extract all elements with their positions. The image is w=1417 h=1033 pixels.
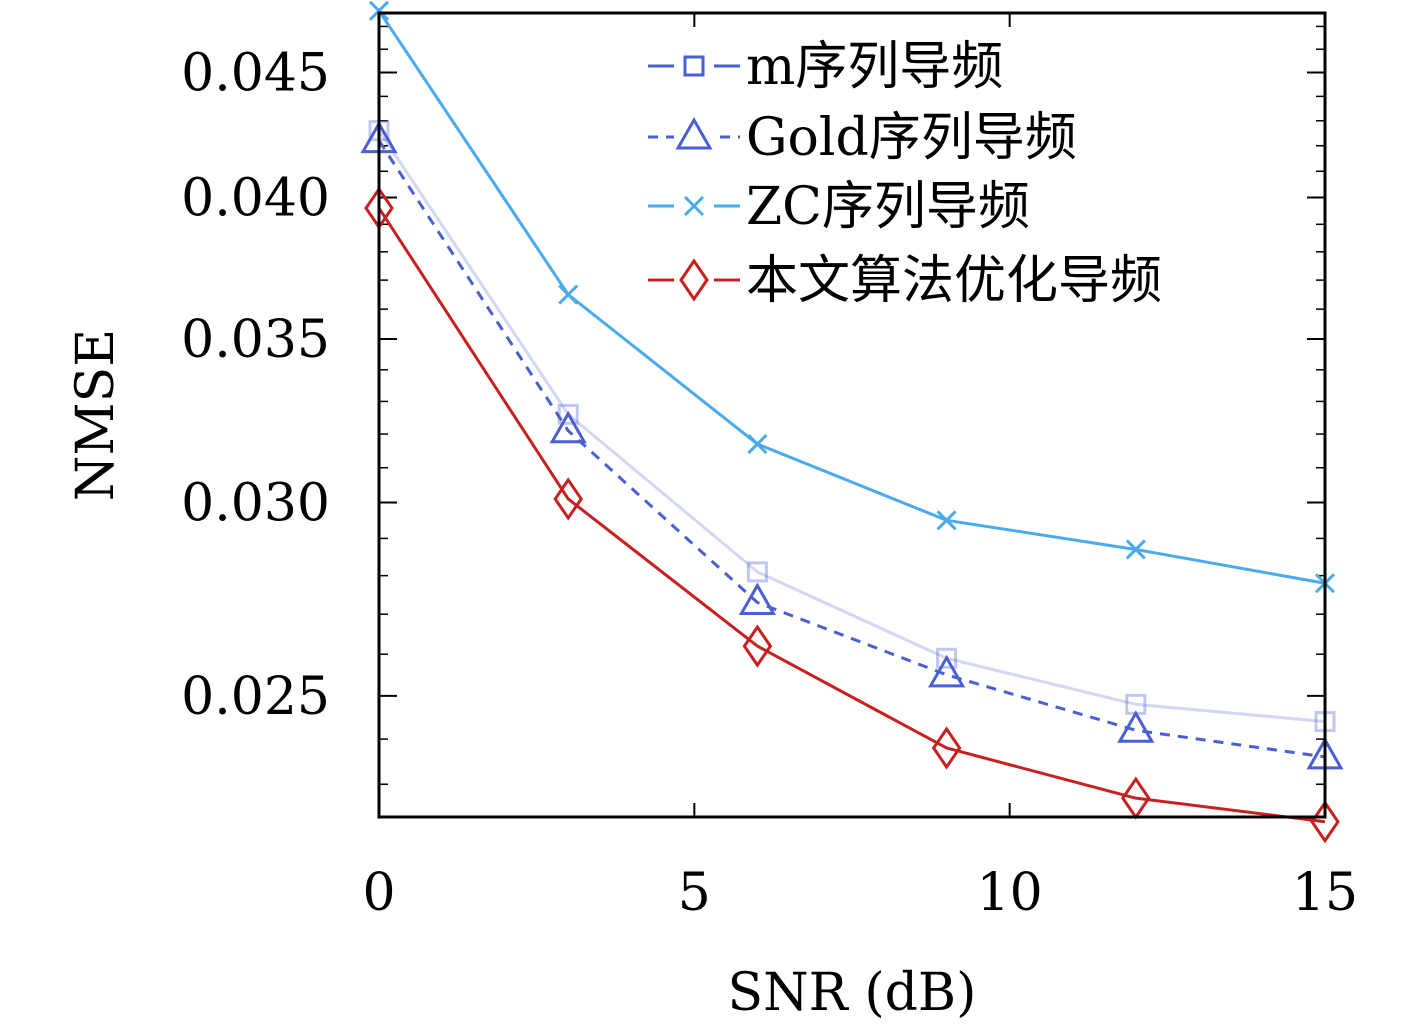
data-point-series-1: [738, 582, 776, 615]
x-tick-label: 0: [362, 863, 395, 923]
x-tick-label: 5: [678, 863, 711, 923]
y-axis-label: NMSE: [66, 329, 126, 501]
legend-label-3: 本文算法优化导频: [746, 251, 1162, 311]
series-line-2: [377, 9, 1326, 585]
series-line-3: [377, 207, 1326, 824]
data-point-series-3: [742, 624, 773, 668]
legend-marker-1: [675, 116, 713, 150]
x-tick-label: 10: [977, 863, 1043, 923]
data-point-series-1: [549, 410, 587, 444]
data-point-series-2: [747, 433, 768, 455]
data-point-series-3: [1310, 800, 1340, 844]
legend-label-2: ZC序列导频: [746, 177, 1030, 237]
legend-label-0: m序列导频: [746, 37, 1003, 97]
data-point-series-2: [558, 284, 579, 305]
y-tick-label: 0.035: [181, 310, 330, 370]
legend-label-1: Gold序列导频: [746, 108, 1077, 168]
legend-marker-bg: [674, 44, 714, 88]
series-line-0: [377, 129, 1326, 724]
y-tick-label: 0.030: [181, 473, 330, 533]
legend-marker-3: [679, 258, 709, 302]
series-line-1: [377, 139, 1326, 759]
data-point-series-3: [931, 726, 962, 770]
data-point-series-2: [936, 510, 957, 531]
y-tick-label: 0.045: [181, 44, 330, 104]
data-point-series-1: [1117, 710, 1155, 743]
y-tick-label: 0.025: [181, 667, 330, 727]
legend-marker-0: [683, 55, 705, 77]
x-tick-label: 15: [1292, 863, 1358, 923]
data-point-series-0: [746, 561, 768, 583]
data-point-series-2: [368, 0, 390, 21]
data-point-series-0: [557, 403, 579, 425]
y-tick-label: 0.040: [181, 168, 330, 228]
data-point-series-2: [1125, 539, 1146, 560]
legend-marker-2: [683, 195, 705, 217]
data-point-series-1: [928, 654, 966, 688]
data-point-series-3: [553, 477, 584, 521]
data-point-series-0: [936, 647, 958, 669]
plot-frame: [377, 11, 1327, 819]
x-axis-label: SNR (dB): [728, 963, 977, 1023]
